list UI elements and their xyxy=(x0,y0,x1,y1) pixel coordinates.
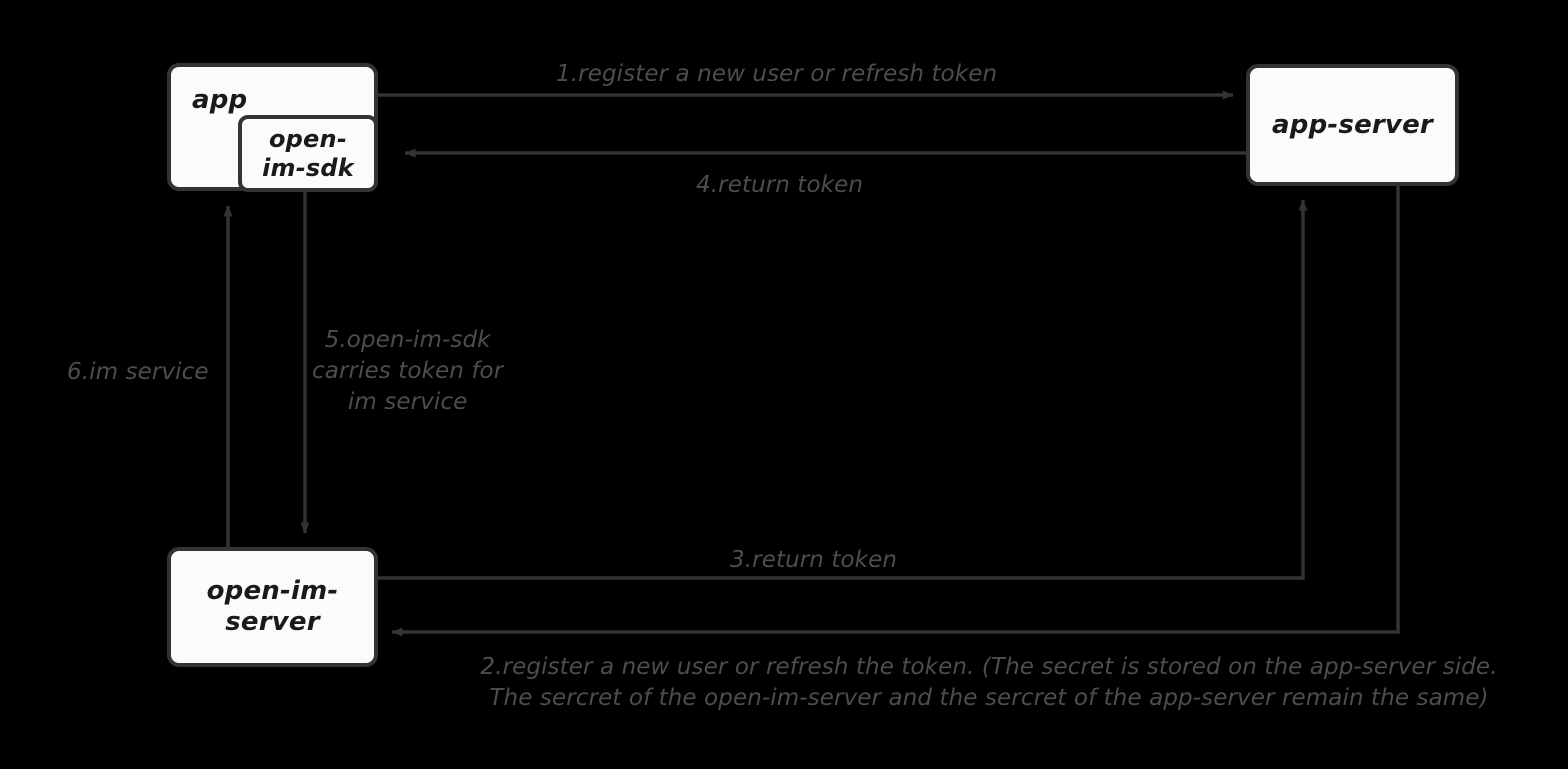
edge-label-3: 3.return token xyxy=(730,547,898,573)
node-open-im-sdk-label: open- im-sdk xyxy=(262,125,354,182)
node-open-im-server[interactable]: open-im- server xyxy=(167,547,378,667)
node-app-label: app xyxy=(192,85,248,115)
node-app-server-label: app-server xyxy=(1272,109,1433,140)
edge-3-line xyxy=(378,199,1308,580)
edge-2-line xyxy=(391,186,1400,637)
edge-label-6: 6.im service xyxy=(67,359,209,385)
edge-label-2: 2.register a new user or refresh the tok… xyxy=(480,654,1498,712)
node-app-server[interactable]: app-server xyxy=(1246,64,1459,186)
node-open-im-server-label: open-im- server xyxy=(206,576,339,637)
edge-label-4: 4.return token xyxy=(696,172,864,198)
edge-label-5: 5.open-im-sdk carries token for im servi… xyxy=(312,327,504,416)
node-open-im-sdk[interactable]: open- im-sdk xyxy=(238,115,378,192)
edge-label-1: 1.register a new user or refresh token xyxy=(556,61,998,87)
